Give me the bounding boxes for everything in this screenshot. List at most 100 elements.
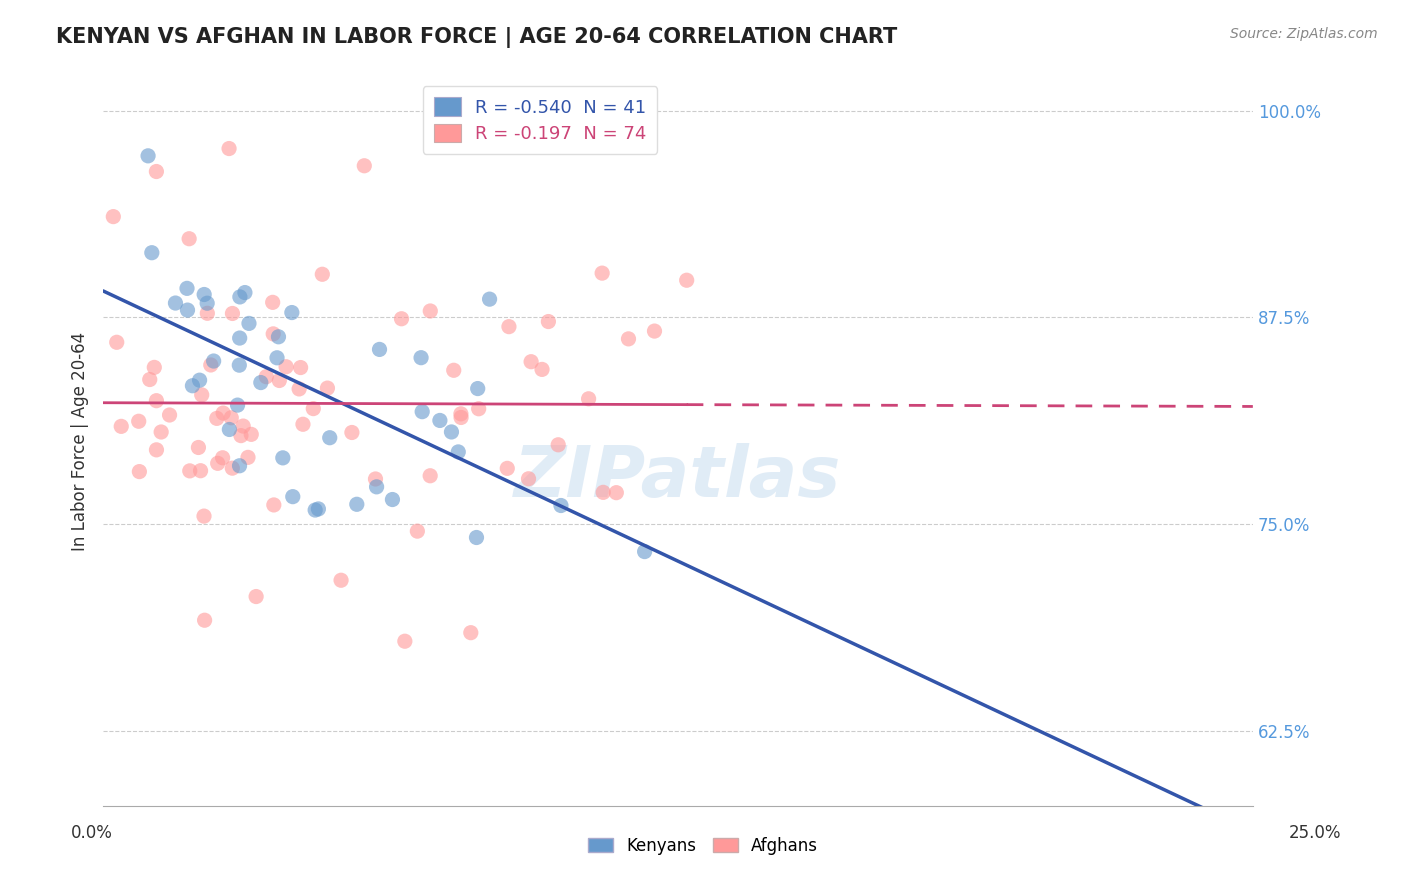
Text: 25.0%: 25.0%: [1288, 824, 1341, 842]
Text: Source: ZipAtlas.com: Source: ZipAtlas.com: [1230, 27, 1378, 41]
Kenyans: [176, 281, 198, 295]
Afghans: [364, 472, 387, 486]
Afghans: [302, 401, 325, 416]
Afghans: [218, 142, 240, 156]
Afghans: [537, 314, 560, 328]
Afghans: [103, 210, 125, 224]
Afghans: [254, 369, 277, 384]
Afghans: [496, 461, 519, 475]
Kenyans: [266, 351, 288, 365]
Afghans: [187, 441, 209, 455]
Afghans: [219, 410, 242, 425]
Afghans: [128, 465, 150, 479]
Afghans: [450, 410, 472, 425]
Kenyans: [550, 499, 572, 513]
Afghans: [578, 392, 600, 406]
Afghans: [179, 464, 201, 478]
Y-axis label: In Labor Force | Age 20-64: In Labor Force | Age 20-64: [72, 332, 89, 551]
Kenyans: [447, 445, 470, 459]
Afghans: [311, 267, 333, 281]
Afghans: [291, 417, 314, 432]
Kenyans: [181, 378, 204, 392]
Kenyans: [141, 245, 163, 260]
Afghans: [193, 509, 215, 524]
Afghans: [212, 406, 235, 420]
Kenyans: [346, 497, 368, 511]
Afghans: [194, 613, 217, 627]
Kenyans: [195, 296, 218, 310]
Legend: Kenyans, Afghans: Kenyans, Afghans: [581, 830, 825, 862]
Afghans: [205, 411, 228, 425]
Afghans: [450, 407, 472, 421]
Afghans: [195, 306, 218, 320]
Afghans: [391, 311, 413, 326]
Afghans: [353, 159, 375, 173]
Kenyans: [478, 292, 501, 306]
Afghans: [221, 306, 243, 320]
Kenyans: [228, 331, 250, 345]
Afghans: [547, 438, 569, 452]
Kenyans: [218, 422, 240, 436]
Afghans: [105, 335, 128, 350]
Afghans: [139, 372, 162, 386]
Afghans: [520, 354, 543, 368]
Kenyans: [440, 425, 463, 439]
Afghans: [394, 634, 416, 648]
Afghans: [145, 164, 167, 178]
Afghans: [498, 319, 520, 334]
Kenyans: [319, 431, 342, 445]
Kenyans: [429, 413, 451, 427]
Kenyans: [411, 405, 433, 419]
Kenyans: [238, 317, 260, 331]
Afghans: [644, 324, 666, 338]
Afghans: [190, 388, 212, 402]
Text: ZIPatlas: ZIPatlas: [515, 443, 842, 512]
Afghans: [269, 374, 291, 388]
Afghans: [221, 461, 243, 475]
Kenyans: [233, 285, 256, 300]
Afghans: [531, 362, 554, 376]
Text: 0.0%: 0.0%: [70, 824, 112, 842]
Afghans: [316, 381, 339, 395]
Afghans: [262, 295, 284, 310]
Afghans: [617, 332, 640, 346]
Kenyans: [202, 354, 225, 368]
Kenyans: [176, 303, 198, 318]
Afghans: [145, 442, 167, 457]
Afghans: [145, 393, 167, 408]
Afghans: [179, 232, 201, 246]
Kenyans: [465, 531, 488, 545]
Afghans: [143, 360, 166, 375]
Afghans: [190, 464, 212, 478]
Afghans: [232, 419, 254, 434]
Afghans: [591, 266, 613, 280]
Kenyans: [307, 502, 329, 516]
Afghans: [517, 472, 540, 486]
Afghans: [236, 450, 259, 465]
Kenyans: [188, 373, 211, 387]
Kenyans: [228, 458, 250, 473]
Afghans: [340, 425, 363, 440]
Afghans: [128, 414, 150, 428]
Afghans: [211, 450, 233, 465]
Afghans: [110, 419, 132, 434]
Afghans: [240, 427, 263, 442]
Afghans: [592, 485, 614, 500]
Kenyans: [226, 398, 249, 412]
Text: KENYAN VS AFGHAN IN LABOR FORCE | AGE 20-64 CORRELATION CHART: KENYAN VS AFGHAN IN LABOR FORCE | AGE 20…: [56, 27, 897, 48]
Kenyans: [366, 480, 388, 494]
Afghans: [200, 358, 222, 372]
Afghans: [290, 360, 312, 375]
Afghans: [419, 304, 441, 318]
Afghans: [262, 326, 284, 341]
Kenyans: [250, 376, 273, 390]
Afghans: [263, 498, 285, 512]
Kenyans: [229, 290, 252, 304]
Kenyans: [228, 358, 250, 372]
Kenyans: [409, 351, 432, 365]
Afghans: [330, 574, 353, 588]
Kenyans: [381, 492, 404, 507]
Kenyans: [267, 330, 290, 344]
Afghans: [460, 625, 482, 640]
Afghans: [443, 363, 465, 377]
